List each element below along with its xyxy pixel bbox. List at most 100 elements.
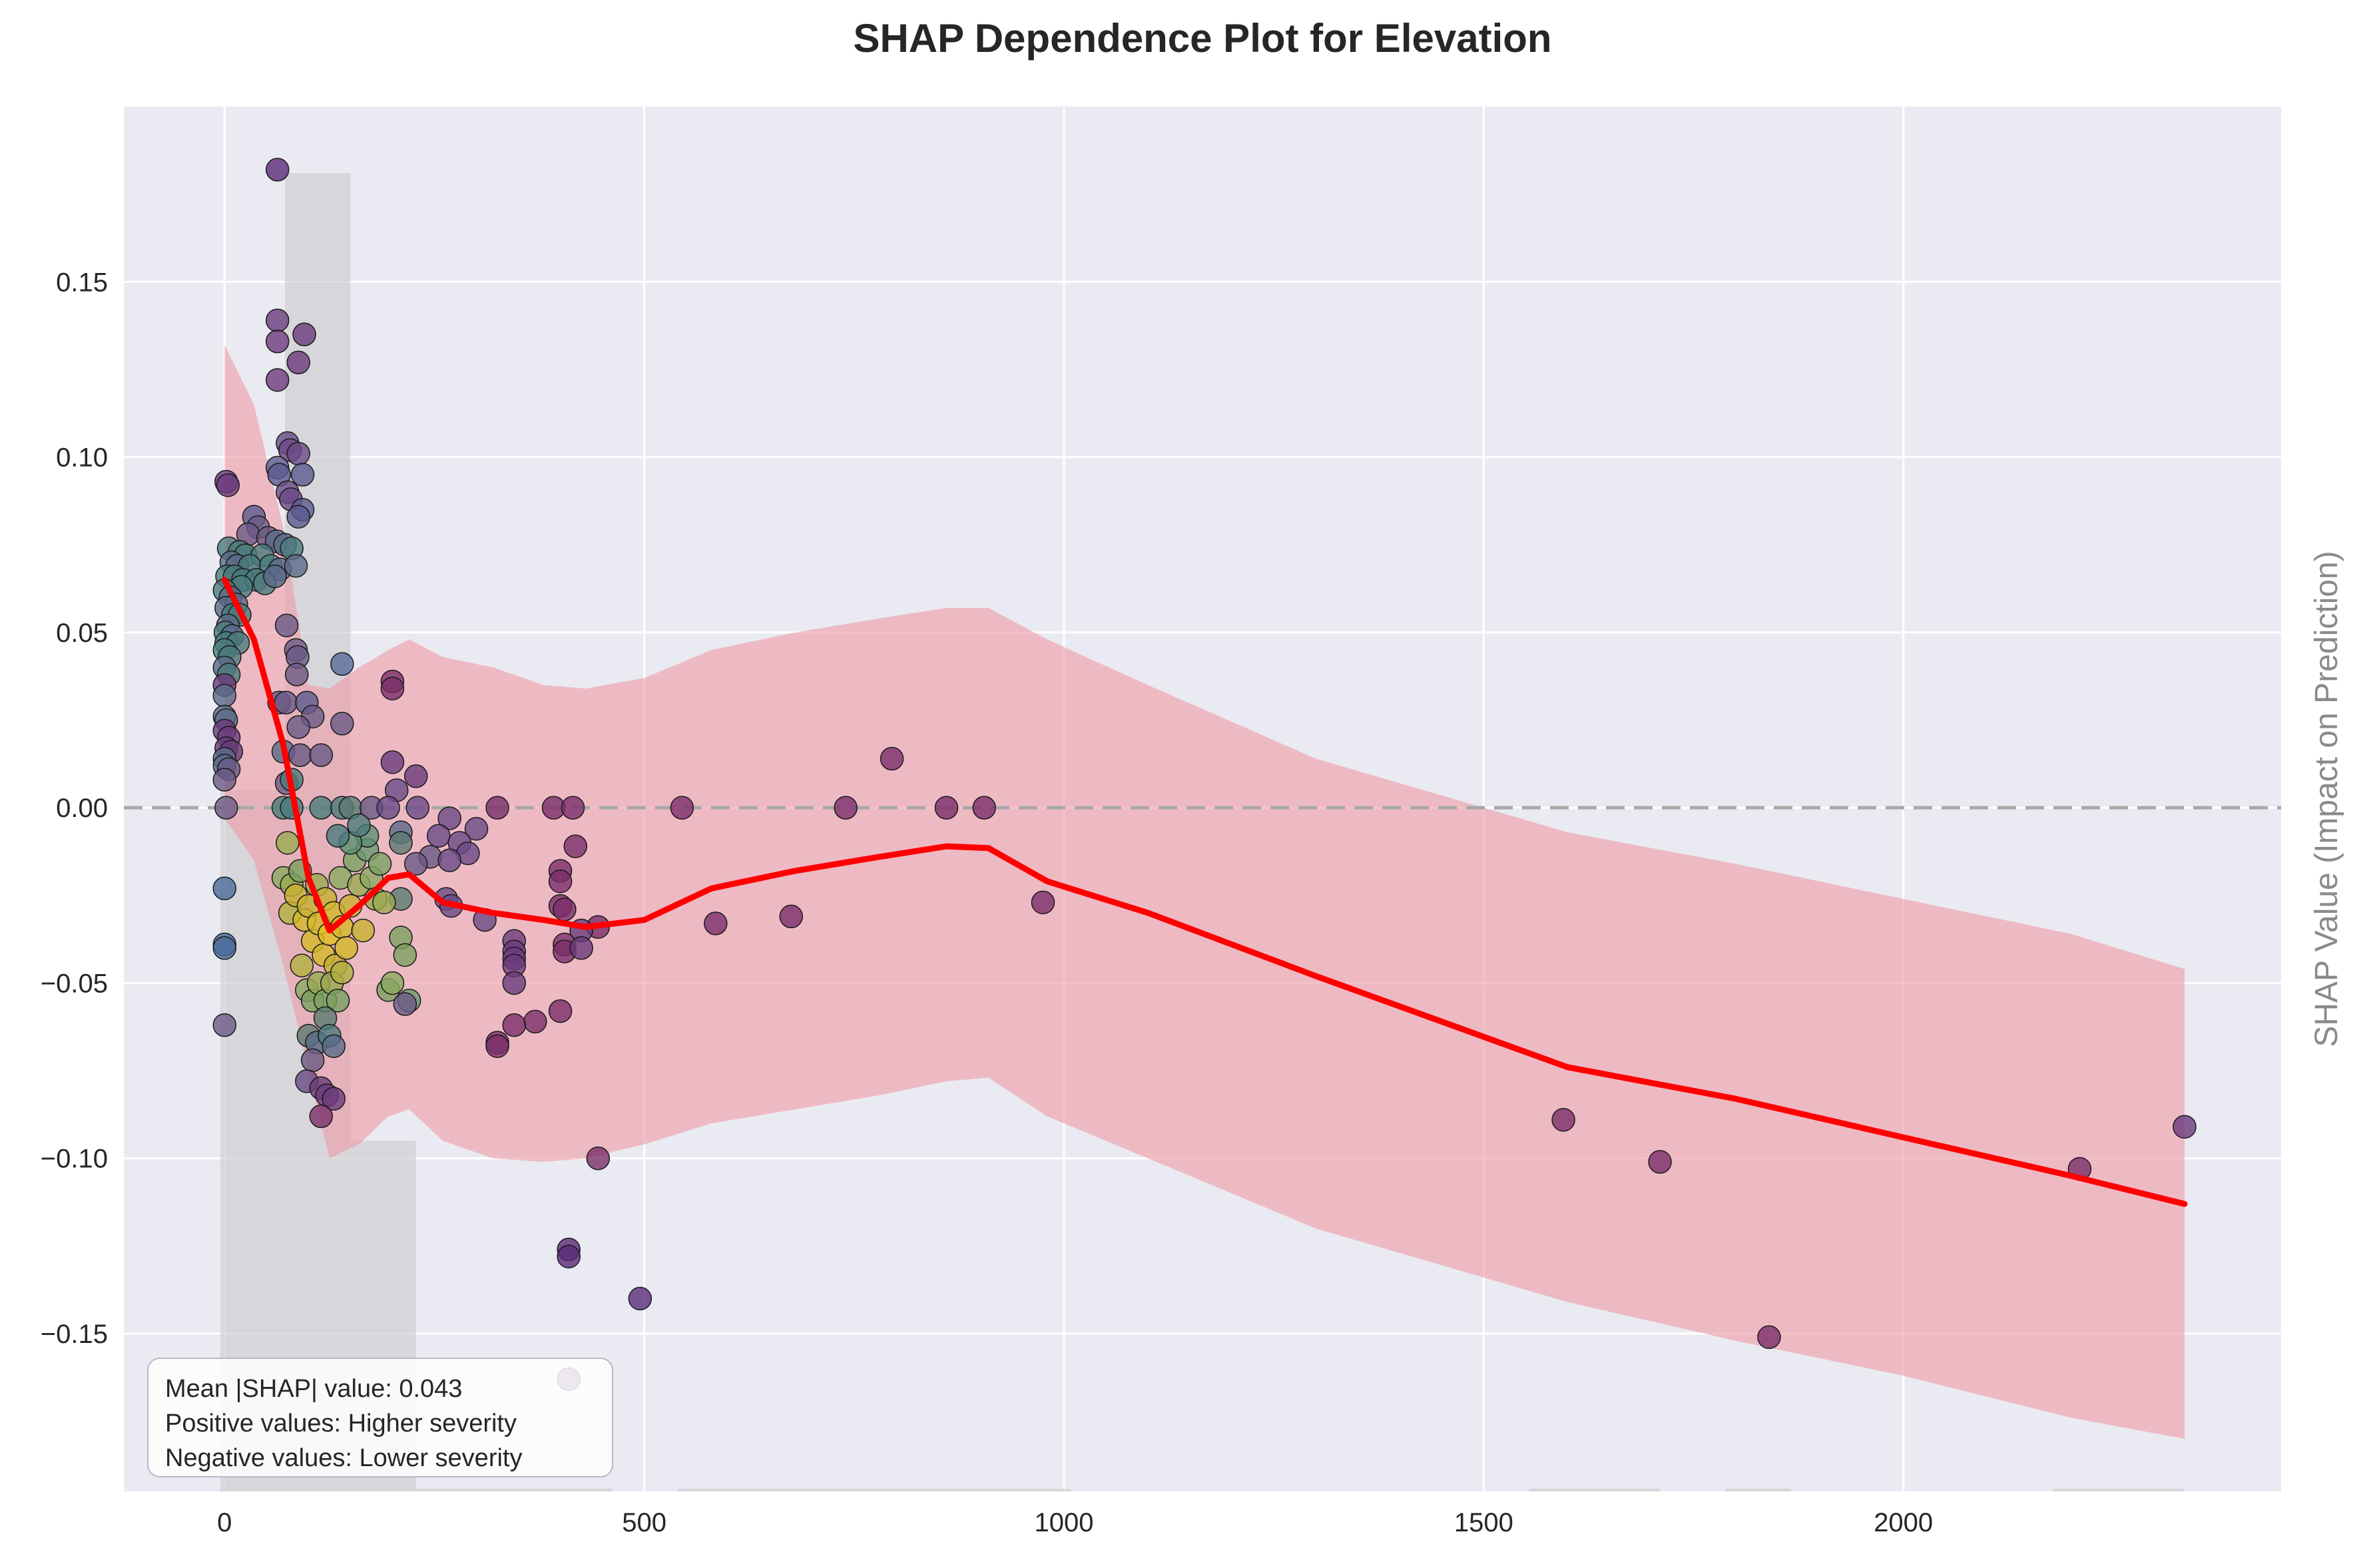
- scatter-point: [322, 1087, 346, 1111]
- scatter-point: [330, 960, 354, 985]
- scatter-point: [265, 330, 290, 354]
- y-tick-label: 0.15: [56, 268, 108, 297]
- histogram-bar: [1005, 1489, 1071, 1491]
- scatter-point: [485, 1034, 509, 1058]
- y-tick-label: −0.10: [41, 1145, 108, 1174]
- scatter-point: [309, 796, 334, 820]
- scatter-point: [670, 796, 694, 820]
- scatter-point: [214, 796, 238, 820]
- scatter-point: [502, 1013, 526, 1037]
- scatter-point: [276, 831, 300, 855]
- scatter-point: [437, 848, 461, 872]
- scatter-point: [1031, 890, 1055, 915]
- scatter-point: [586, 1146, 611, 1171]
- y-tick-label: 0.00: [56, 794, 108, 823]
- scatter-point: [403, 852, 428, 876]
- scatter-point: [380, 750, 405, 774]
- histogram-bar: [415, 1489, 482, 1491]
- histogram-bar: [743, 1489, 940, 1491]
- scatter-point: [212, 768, 237, 792]
- scatter-point: [330, 712, 354, 736]
- scatter-point: [274, 613, 299, 638]
- confidence-band: [224, 345, 2185, 1439]
- scatter-point: [212, 936, 237, 960]
- scatter-point: [485, 796, 509, 820]
- scatter-point: [309, 743, 334, 767]
- histogram-bar: [481, 1489, 547, 1491]
- scatter-point: [427, 824, 451, 848]
- annotation-line-negative: Negative values: Lower severity: [165, 1444, 522, 1472]
- histogram-bar: [1725, 1489, 1791, 1491]
- histogram-bar: [547, 1489, 613, 1491]
- scatter-point: [1757, 1325, 1781, 1350]
- scatter-point: [393, 992, 417, 1016]
- scatter-point: [326, 824, 350, 848]
- x-tick-label: 500: [622, 1508, 666, 1537]
- scatter-point: [309, 1104, 334, 1129]
- scatter-point: [334, 936, 358, 960]
- scatter-point: [212, 683, 237, 708]
- scatter-point: [286, 441, 310, 466]
- scatter-point: [330, 652, 354, 676]
- scatter-point: [464, 817, 489, 841]
- scatter-point: [557, 1244, 581, 1268]
- annotation-line-positive: Positive values: Higher severity: [165, 1410, 517, 1437]
- scatter-point: [300, 1048, 325, 1073]
- scatter-point: [1648, 1150, 1672, 1174]
- annotation-box: Mean |SHAP| value: 0.043 Positive values…: [147, 1358, 613, 1477]
- histogram-bar: [2053, 1489, 2184, 1491]
- scatter-point: [405, 796, 429, 820]
- scatter-point: [368, 852, 392, 876]
- trend-line: [221, 577, 2188, 1207]
- scatter-point: [292, 322, 316, 347]
- scatter-point: [403, 764, 428, 788]
- scatter-point: [779, 904, 804, 929]
- histogram-bar: [1529, 1489, 1661, 1491]
- x-tick-label: 1500: [1454, 1508, 1513, 1537]
- scatter-point: [569, 936, 593, 960]
- scatter-point: [288, 743, 312, 767]
- x-tick-label: 0: [217, 1508, 232, 1537]
- y-tick-labels: 0.15 0.10 0.05 0.00 −0.05 −0.10 −0.15: [41, 268, 108, 1349]
- scatter-point: [212, 1013, 237, 1037]
- x-tick-labels: 0 500 1000 1500 2000: [217, 1508, 1933, 1537]
- scatter-point: [548, 999, 573, 1023]
- scatter-point: [347, 813, 371, 838]
- scatter-point: [389, 831, 413, 855]
- scatter-point: [274, 690, 298, 714]
- x-tick-label: 2000: [1874, 1508, 1933, 1537]
- scatter-point: [393, 943, 417, 967]
- histogram-bar: [939, 1489, 1005, 1491]
- scatter-point: [437, 806, 461, 830]
- scatter-point: [553, 898, 577, 921]
- scatter-point: [704, 912, 728, 935]
- scatter-point: [290, 463, 315, 487]
- scatter-point: [286, 505, 310, 529]
- scatter-point: [263, 564, 287, 589]
- y-tick-label: 0.10: [56, 443, 108, 473]
- scatter-point: [380, 676, 405, 700]
- scatter-point: [834, 796, 858, 820]
- y-axis-label: SHAP Value (Impact on Prediction): [2309, 551, 2344, 1047]
- scatter-point: [284, 554, 308, 578]
- scatter-point: [265, 368, 290, 392]
- x-tick-label: 1000: [1034, 1508, 1093, 1537]
- scatter-point: [563, 834, 588, 858]
- scatter-point: [212, 876, 237, 901]
- scatter-point: [376, 796, 400, 820]
- chart-title: SHAP Dependence Plot for Elevation: [853, 16, 1551, 61]
- scatter-point: [326, 989, 350, 1013]
- scatter-point: [523, 1009, 547, 1034]
- scatter-point: [351, 918, 376, 943]
- scatter-point: [880, 746, 904, 771]
- y-tick-label: 0.05: [56, 619, 108, 648]
- scatter-point: [561, 796, 585, 820]
- scatter-point: [265, 308, 290, 332]
- annotation-background: [147, 1358, 613, 1477]
- trend-line-group: [221, 577, 2188, 1207]
- scatter-point: [322, 1034, 346, 1058]
- scatter-point: [265, 158, 290, 182]
- scatter-point: [1551, 1108, 1575, 1132]
